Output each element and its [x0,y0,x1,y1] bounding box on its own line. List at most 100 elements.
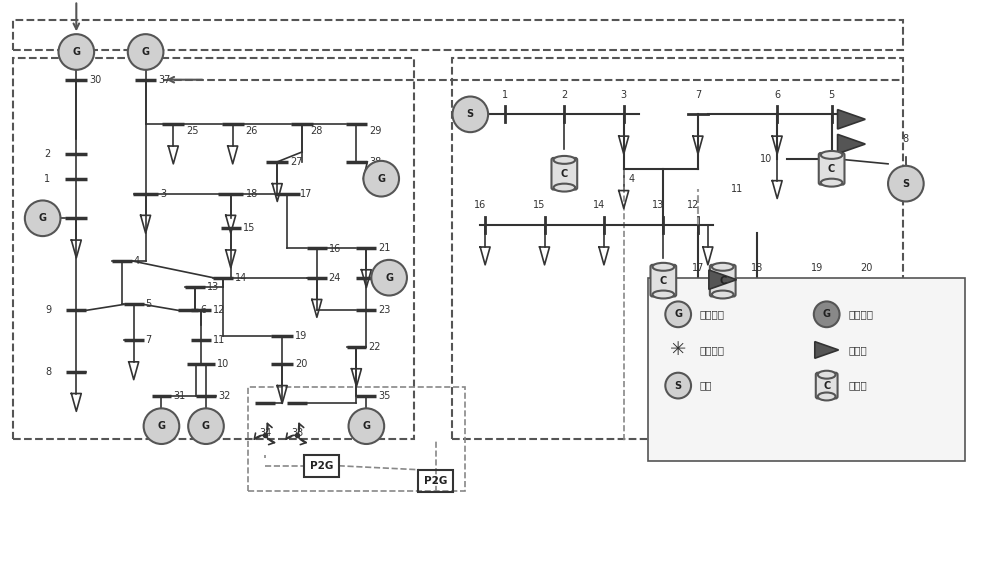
Text: 15: 15 [533,200,546,210]
Text: 加压站: 加压站 [848,345,867,355]
Text: 18: 18 [751,263,764,272]
FancyBboxPatch shape [551,158,577,189]
Text: 7: 7 [695,89,701,99]
Polygon shape [709,270,737,289]
Text: G: G [674,309,682,320]
Circle shape [888,166,924,202]
Text: G: G [823,309,831,320]
Circle shape [371,260,407,296]
Text: 14: 14 [593,200,605,210]
Text: 26: 26 [246,126,258,136]
Ellipse shape [818,371,836,379]
Text: 燃煤机组: 燃煤机组 [848,309,873,320]
Text: G: G [142,47,150,57]
Text: 2: 2 [44,149,51,159]
Circle shape [814,302,840,327]
Text: P2G: P2G [424,476,447,486]
Text: 38: 38 [369,157,382,167]
Text: 8: 8 [45,367,52,376]
Ellipse shape [553,184,575,192]
Text: 17: 17 [692,263,704,272]
Text: 5: 5 [146,299,152,310]
Text: 33: 33 [291,428,303,438]
Text: 15: 15 [243,223,255,233]
Ellipse shape [821,151,843,159]
Text: 21: 21 [378,243,391,253]
Text: 35: 35 [378,392,391,401]
FancyBboxPatch shape [816,373,838,399]
Ellipse shape [712,290,734,299]
Circle shape [349,408,384,444]
FancyBboxPatch shape [819,153,844,185]
Text: 13: 13 [652,200,665,210]
FancyBboxPatch shape [650,265,676,296]
Ellipse shape [821,179,843,187]
Text: P2G: P2G [310,461,334,471]
Text: C: C [828,164,835,174]
Text: 16: 16 [329,244,341,254]
Circle shape [58,34,94,70]
Text: 17: 17 [300,189,312,199]
Text: 32: 32 [218,392,230,401]
Ellipse shape [652,263,674,271]
Text: 1: 1 [44,174,51,184]
Ellipse shape [818,393,836,400]
Polygon shape [838,134,865,154]
Text: 14: 14 [235,272,247,283]
Text: 3: 3 [160,189,167,199]
Text: 20: 20 [860,263,872,272]
Text: S: S [675,381,682,390]
Text: C: C [823,381,830,390]
Text: 10: 10 [760,154,772,164]
Text: 29: 29 [369,126,382,136]
Text: S: S [467,109,474,119]
Circle shape [188,408,224,444]
Text: 3: 3 [621,89,627,99]
Text: G: G [157,421,165,431]
Text: 27: 27 [290,157,303,167]
Text: 36: 36 [378,272,390,283]
Text: 31: 31 [173,392,186,401]
Text: ✳: ✳ [670,340,686,360]
Text: 20: 20 [295,359,307,369]
Text: 25: 25 [186,126,199,136]
Text: 5: 5 [828,89,835,99]
Bar [304,455,339,476]
Text: 8: 8 [903,134,909,144]
Text: 11: 11 [213,335,225,345]
Text: G: G [377,174,385,184]
Text: 34: 34 [259,428,272,438]
Ellipse shape [712,263,734,271]
Text: 7: 7 [146,335,152,345]
Text: 24: 24 [329,272,341,283]
Text: 2: 2 [561,89,567,99]
Text: 39: 39 [38,213,51,223]
Text: G: G [202,421,210,431]
Text: 19: 19 [811,263,823,272]
Text: 6: 6 [200,306,206,315]
Circle shape [665,302,691,327]
Text: C: C [561,168,568,179]
Text: 4: 4 [629,174,635,184]
Polygon shape [838,110,865,129]
Circle shape [363,161,399,196]
Circle shape [452,96,488,132]
Text: 4: 4 [134,256,140,266]
Text: 1: 1 [502,89,508,99]
Text: 燃气机组: 燃气机组 [700,309,725,320]
Text: 6: 6 [774,89,780,99]
Text: 气源: 气源 [700,381,712,390]
FancyBboxPatch shape [648,278,965,461]
Ellipse shape [553,156,575,164]
Text: 12: 12 [213,306,225,315]
Ellipse shape [652,290,674,299]
Text: 22: 22 [368,342,381,352]
Text: 13: 13 [207,282,219,292]
Circle shape [665,373,691,399]
Text: 10: 10 [217,359,229,369]
Text: 11: 11 [731,184,743,193]
Text: 风电机组: 风电机组 [700,345,725,355]
Text: 12: 12 [687,200,699,210]
FancyBboxPatch shape [710,265,736,296]
Text: 23: 23 [378,306,391,315]
